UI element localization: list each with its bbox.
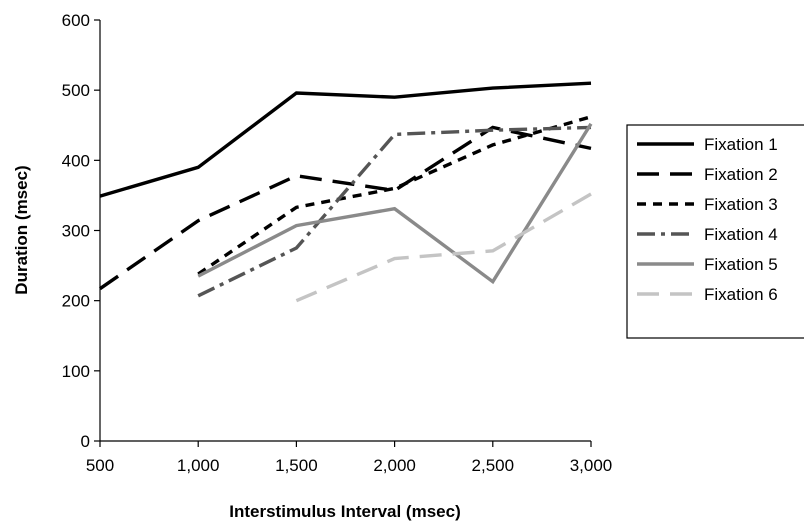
legend-label-3: Fixation 3	[704, 195, 778, 214]
y-tick-label: 400	[62, 151, 90, 170]
y-tick-label: 500	[62, 81, 90, 100]
x-tick-label: 500	[86, 456, 114, 475]
y-tick-label: 200	[62, 292, 90, 311]
x-tick-label: 3,000	[570, 456, 613, 475]
series-lines	[99, 81, 593, 303]
legend-label-4: Fixation 4	[704, 225, 778, 244]
series-line-6	[295, 192, 592, 303]
legend-box	[626, 124, 804, 339]
series-line-2	[99, 125, 592, 291]
y-axis-title: Duration (msec)	[12, 165, 31, 294]
series-line-4	[197, 125, 592, 298]
legend-label-2: Fixation 2	[704, 165, 778, 184]
series-line-3	[197, 115, 592, 276]
legend-label-5: Fixation 5	[704, 255, 778, 274]
x-tick-label: 2,000	[373, 456, 416, 475]
legend-label-1: Fixation 1	[704, 135, 778, 154]
x-tick-label: 1,500	[275, 456, 318, 475]
x-tick-label: 1,000	[177, 456, 220, 475]
y-tick-label: 100	[62, 362, 90, 381]
y-tick-label: 600	[62, 11, 90, 30]
series-line-1	[99, 81, 592, 198]
y-tick-label: 300	[62, 222, 90, 241]
y-axis: 0 100 200 300 400 500 600	[62, 11, 101, 451]
legend: Fixation 1 Fixation 2 Fixation 3 Fixation 4…	[626, 124, 804, 339]
series-line-5	[197, 122, 593, 285]
x-tick-label: 2,500	[472, 456, 515, 475]
legend-label-6: Fixation 6	[704, 285, 778, 304]
x-axis: 500 1,000 1,500 2,000 2,500 3,000	[86, 440, 613, 475]
y-tick-label: 0	[81, 432, 90, 451]
x-axis-title: Interstimulus Interval (msec)	[229, 502, 460, 521]
